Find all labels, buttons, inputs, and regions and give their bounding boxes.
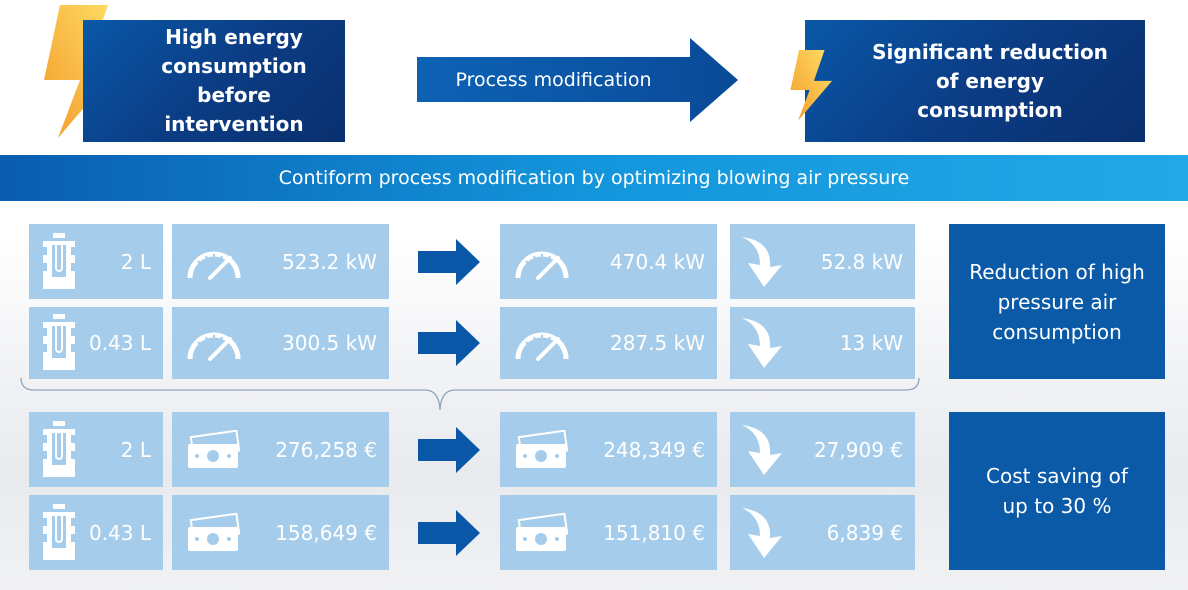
saving-tile-value: 52.8 kW xyxy=(820,249,903,274)
process-label: Process modification xyxy=(455,69,652,91)
before-text: High energy consumption before intervent… xyxy=(161,25,307,136)
curved-down-arrow-icon xyxy=(742,318,782,368)
right-arrow-icon xyxy=(418,320,480,366)
gauge-icon xyxy=(515,251,569,280)
after-value-tile: 248,349 € xyxy=(500,412,717,487)
before-value-tile: 276,258 € xyxy=(172,412,389,487)
after-text: Significant reduction of energy consumpt… xyxy=(872,39,1108,122)
bottle-mold-icon xyxy=(43,232,75,289)
saving-tile-value: 13 kW xyxy=(839,331,903,355)
cost-saving-box: Cost saving of up to 30 % xyxy=(949,412,1165,570)
bottle-mold-icon xyxy=(43,503,75,560)
banner: Contiform process modification by optimi… xyxy=(0,155,1188,201)
saving-tile-value: 27,909 € xyxy=(813,437,903,462)
gauge-icon xyxy=(515,332,569,361)
bottle-size-tile-value: 0.43 L xyxy=(88,520,151,545)
before-value-tile-value: 158,649 € xyxy=(275,520,377,545)
after-value-tile: 151,810 € xyxy=(500,495,717,570)
row-arrow xyxy=(418,320,480,370)
money-icon xyxy=(516,429,569,468)
right-arrow-icon xyxy=(418,509,480,556)
before-value-tile: 523.2 kW xyxy=(172,224,389,299)
money-icon xyxy=(516,512,569,551)
after-value-tile-value: 248,349 € xyxy=(603,437,705,462)
money-icon xyxy=(188,429,241,468)
bottle-mold-icon xyxy=(43,420,75,477)
saving-tile: 13 kW xyxy=(730,307,915,379)
after-value-tile-value: 151,810 € xyxy=(603,520,705,545)
bottle-mold-icon xyxy=(43,314,75,370)
bottle-size-tile-value: 2 L xyxy=(120,437,151,462)
before-value-tile: 158,649 € xyxy=(172,495,389,570)
after-value-tile-value: 287.5 kW xyxy=(610,331,705,355)
bottle-size-tile: 2 L xyxy=(29,412,163,487)
gauge-icon xyxy=(187,332,241,361)
after-value-tile: 287.5 kW xyxy=(500,307,717,379)
brace xyxy=(20,378,920,411)
before-box: High energy consumption before intervent… xyxy=(83,20,345,142)
bottle-size-tile: 0.43 L xyxy=(29,495,163,570)
curved-down-arrow-icon xyxy=(742,507,782,558)
curved-down-arrow-icon xyxy=(742,236,782,287)
row-arrow xyxy=(418,509,480,560)
bottle-size-tile-value: 0.43 L xyxy=(88,331,151,355)
right-arrow-icon xyxy=(418,426,480,473)
right-arrow-icon xyxy=(418,238,480,285)
after-box: Significant reduction of energy consumpt… xyxy=(805,20,1145,142)
before-value-tile-value: 276,258 € xyxy=(275,437,377,462)
lightning-bolt-small-icon xyxy=(790,50,833,121)
saving-tile: 6,839 € xyxy=(730,495,915,570)
before-value-tile: 300.5 kW xyxy=(172,307,389,379)
before-value-tile-value: 300.5 kW xyxy=(282,331,377,355)
saving-tile: 52.8 kW xyxy=(730,224,915,299)
bottle-size-tile: 0.43 L xyxy=(29,307,163,379)
bottle-size-tile-value: 2 L xyxy=(120,249,151,274)
row-arrow xyxy=(418,238,480,289)
gauge-icon xyxy=(187,251,241,280)
row-arrow xyxy=(418,426,480,477)
saving-tile: 27,909 € xyxy=(730,412,915,487)
air-reduction-box: Reduction of high pressure air consumpti… xyxy=(949,224,1165,379)
before-value-tile-value: 523.2 kW xyxy=(282,249,377,274)
bottle-size-tile: 2 L xyxy=(29,224,163,299)
after-value-tile: 470.4 kW xyxy=(500,224,717,299)
after-value-tile-value: 470.4 kW xyxy=(610,249,705,274)
process-arrow xyxy=(417,38,738,122)
money-icon xyxy=(188,512,241,551)
saving-tile-value: 6,839 € xyxy=(826,520,903,545)
curved-down-arrow-icon xyxy=(742,424,782,475)
